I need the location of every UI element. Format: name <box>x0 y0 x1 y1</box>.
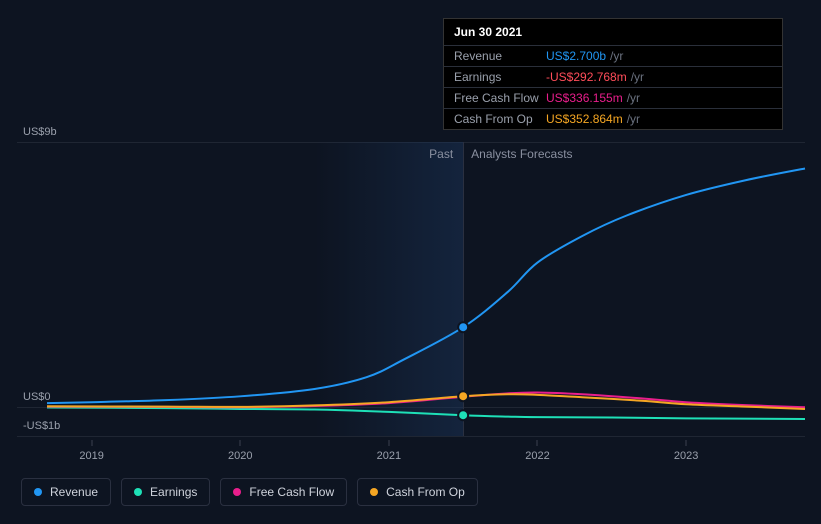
marker-cfo <box>458 391 468 401</box>
legend-item-cfo[interactable]: Cash From Op <box>357 478 478 506</box>
x-tick-mark <box>388 440 389 446</box>
x-tick-mark <box>537 440 538 446</box>
legend: Revenue Earnings Free Cash Flow Cash From O… <box>21 478 478 506</box>
marker-earnings <box>458 410 468 420</box>
tooltip-row: Cash From OpUS$352.864m/yr <box>444 108 782 129</box>
x-tick-mark <box>686 440 687 446</box>
x-tick-mark <box>91 440 92 446</box>
tooltip-row-unit: /yr <box>627 91 640 105</box>
legend-dot-icon <box>34 488 42 496</box>
x-axis-label: 2019 <box>79 450 103 462</box>
tooltip-row-value: US$2.700b <box>546 49 606 63</box>
x-tick-mark <box>240 440 241 446</box>
tooltip-row-value: US$336.155m <box>546 91 623 105</box>
tooltip-row: Earnings-US$292.768m/yr <box>444 66 782 87</box>
x-axis-label: 2022 <box>525 450 549 462</box>
legend-dot-icon <box>370 488 378 496</box>
x-axis-label: 2023 <box>674 450 698 462</box>
legend-item-revenue[interactable]: Revenue <box>21 478 111 506</box>
x-axis-label: 2020 <box>228 450 252 462</box>
marker-revenue <box>458 322 468 332</box>
tooltip-date: Jun 30 2021 <box>444 19 782 45</box>
tooltip-row-unit: /yr <box>610 49 623 63</box>
tooltip-row-label: Cash From Op <box>454 112 546 126</box>
financial-chart: US$9bUS$0-US$1b Past Analysts Forecasts … <box>17 0 805 524</box>
tooltip-row-label: Revenue <box>454 49 546 63</box>
tooltip-row-label: Free Cash Flow <box>454 91 546 105</box>
legend-dot-icon <box>233 488 241 496</box>
legend-label: Free Cash Flow <box>249 485 334 499</box>
legend-label: Earnings <box>150 485 197 499</box>
tooltip-row: Free Cash FlowUS$336.155m/yr <box>444 87 782 108</box>
tooltip-row: RevenueUS$2.700b/yr <box>444 45 782 66</box>
tooltip-row-value: US$352.864m <box>546 112 623 126</box>
tooltip-row-value: -US$292.768m <box>546 70 627 84</box>
line-earnings <box>47 407 805 418</box>
x-axis-label: 2021 <box>377 450 401 462</box>
tooltip-row-unit: /yr <box>627 112 640 126</box>
legend-dot-icon <box>134 488 142 496</box>
legend-item-earnings[interactable]: Earnings <box>121 478 210 506</box>
tooltip-row-label: Earnings <box>454 70 546 84</box>
data-tooltip: Jun 30 2021 RevenueUS$2.700b/yrEarnings-… <box>443 18 783 130</box>
legend-item-fcf[interactable]: Free Cash Flow <box>220 478 347 506</box>
legend-label: Cash From Op <box>386 485 465 499</box>
line-revenue <box>47 168 805 403</box>
tooltip-row-unit: /yr <box>631 70 644 84</box>
legend-label: Revenue <box>50 485 98 499</box>
